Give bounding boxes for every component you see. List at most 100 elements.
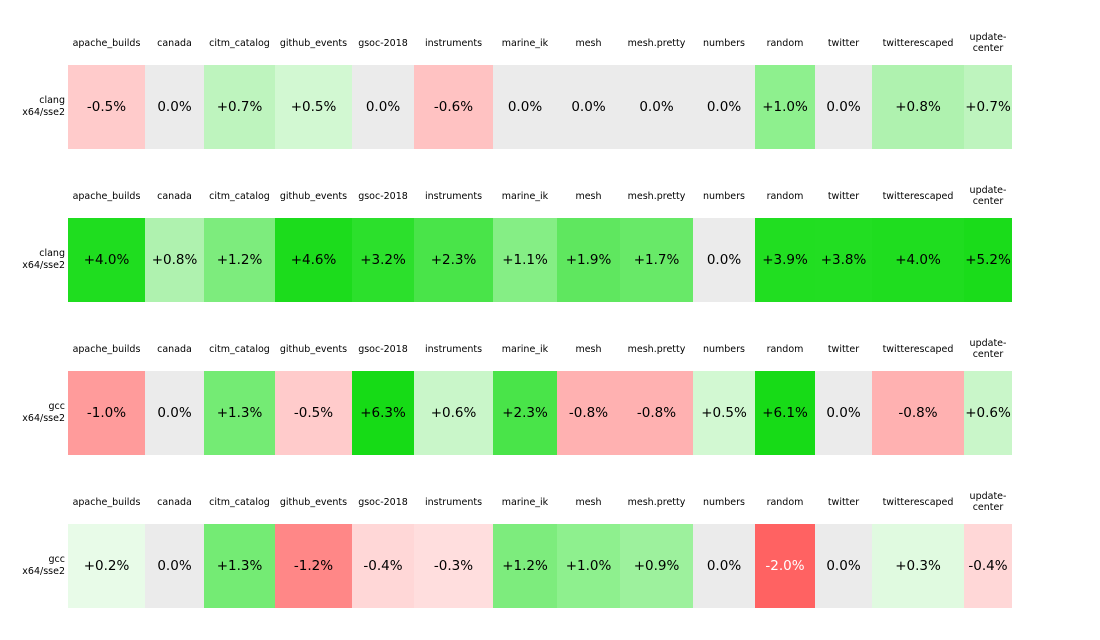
column-header: canada xyxy=(157,496,192,508)
heatmap-group: apache_builds canada citm_catalog github_ev… xyxy=(0,23,1100,149)
column-header-row: apache_builds canada citm_catalog github_ev… xyxy=(0,176,1100,218)
heatmap-cell: +0.7% xyxy=(204,65,275,149)
heatmap-cell: 0.0% xyxy=(145,371,204,455)
heatmap-cell: +0.5% xyxy=(275,65,352,149)
column-header: marine_ik xyxy=(501,496,549,508)
heatmap-cell: 0.0% xyxy=(352,65,414,149)
column-header: twitterescaped xyxy=(882,37,954,49)
column-header: update-center xyxy=(969,338,1007,360)
heatmap-cell: +0.8% xyxy=(145,218,204,302)
heatmap-cell: +6.3% xyxy=(352,371,414,455)
heatmap-cell: -0.6% xyxy=(414,65,493,149)
column-header: numbers xyxy=(702,343,746,355)
heatmap-cell: +1.3% xyxy=(204,371,275,455)
row-label-line: gcc xyxy=(48,553,65,565)
heatmap-group: apache_builds canada citm_catalog github_ev… xyxy=(0,329,1100,455)
heatmap-cell: +1.0% xyxy=(557,524,620,608)
row-label-line: clang xyxy=(39,94,65,106)
row-label: clang x64/sse2 xyxy=(0,218,68,302)
column-header: marine_ik xyxy=(501,37,549,49)
heatmap-cell: 0.0% xyxy=(557,65,620,149)
row-label-line: clang xyxy=(39,247,65,259)
column-header: instruments xyxy=(424,343,483,355)
heatmap-cell: +4.6% xyxy=(275,218,352,302)
column-header-row: apache_builds canada citm_catalog github_ev… xyxy=(0,482,1100,524)
column-header-row: apache_builds canada citm_catalog github_ev… xyxy=(0,329,1100,371)
column-header: canada xyxy=(157,190,192,202)
column-header: marine_ik xyxy=(501,343,549,355)
column-header: twitterescaped xyxy=(882,343,954,355)
heatmap-cell: 0.0% xyxy=(693,65,755,149)
column-header: mesh.pretty xyxy=(627,496,686,508)
column-header: gsoc-2018 xyxy=(358,496,408,508)
column-header: twitterescaped xyxy=(882,496,954,508)
benchmark-heatmap: apache_builds canada citm_catalog github_ev… xyxy=(0,23,1100,608)
heatmap-cell: +1.0% xyxy=(755,65,815,149)
column-header: apache_builds xyxy=(72,343,141,355)
heatmap-cell: +0.3% xyxy=(872,524,964,608)
row-label: gcc x64/sse2 xyxy=(0,371,68,455)
column-header: canada xyxy=(157,343,192,355)
row-label-line: x64/sse2 xyxy=(22,413,65,424)
column-header: mesh.pretty xyxy=(627,190,686,202)
column-header: citm_catalog xyxy=(209,496,270,508)
heatmap-cell: -0.5% xyxy=(275,371,352,455)
column-header: apache_builds xyxy=(72,190,141,202)
heatmap-cell: +2.3% xyxy=(414,218,493,302)
column-header: citm_catalog xyxy=(209,190,270,202)
heatmap-cell: +3.2% xyxy=(352,218,414,302)
heatmap-cell: 0.0% xyxy=(493,65,557,149)
heatmap-cell: -1.0% xyxy=(68,371,145,455)
heatmap-cell: +4.0% xyxy=(68,218,145,302)
column-header: numbers xyxy=(702,37,746,49)
heatmap-cell: +0.7% xyxy=(964,65,1012,149)
column-header: instruments xyxy=(424,496,483,508)
heatmap-cell: +2.3% xyxy=(493,371,557,455)
heatmap-cell: 0.0% xyxy=(145,524,204,608)
heatmap-cell: -0.8% xyxy=(557,371,620,455)
heatmap-group: apache_builds canada citm_catalog github_ev… xyxy=(0,482,1100,608)
column-header: random xyxy=(766,496,804,508)
column-header: mesh xyxy=(575,496,602,508)
row-label-line: x64/sse2 xyxy=(22,260,65,271)
column-header: github_events xyxy=(279,343,348,355)
heatmap-cell: +0.6% xyxy=(964,371,1012,455)
heatmap-cell: +6.1% xyxy=(755,371,815,455)
heatmap-row: clang x64/sse2 -0.5% 0.0% +0.7% +0.5% 0.0% -0.6… xyxy=(0,65,1100,149)
heatmap-cell: 0.0% xyxy=(815,371,872,455)
column-header: apache_builds xyxy=(72,496,141,508)
heatmap-cell: +1.7% xyxy=(620,218,693,302)
column-header: mesh.pretty xyxy=(627,343,686,355)
heatmap-cell: 0.0% xyxy=(815,65,872,149)
column-header: random xyxy=(766,37,804,49)
column-header: github_events xyxy=(279,496,348,508)
column-header: mesh xyxy=(575,37,602,49)
row-label-line: gcc xyxy=(48,400,65,412)
column-header: mesh xyxy=(575,190,602,202)
heatmap-cell: +1.2% xyxy=(204,218,275,302)
row-label: gcc x64/sse2 xyxy=(0,524,68,608)
heatmap-cell: +0.2% xyxy=(68,524,145,608)
column-header-row: apache_builds canada citm_catalog github_ev… xyxy=(0,23,1100,65)
column-header: citm_catalog xyxy=(209,343,270,355)
heatmap-cell: +3.8% xyxy=(815,218,872,302)
column-header: update-center xyxy=(969,491,1007,513)
column-header: twitter xyxy=(827,343,860,355)
heatmap-cell: 0.0% xyxy=(693,218,755,302)
column-header: random xyxy=(766,343,804,355)
column-header: gsoc-2018 xyxy=(358,37,408,49)
column-header: numbers xyxy=(702,190,746,202)
heatmap-cell: +3.9% xyxy=(755,218,815,302)
heatmap-cell: -1.2% xyxy=(275,524,352,608)
column-header: marine_ik xyxy=(501,190,549,202)
heatmap-cell: -0.5% xyxy=(68,65,145,149)
row-label: clang x64/sse2 xyxy=(0,65,68,149)
heatmap-group: apache_builds canada citm_catalog github_ev… xyxy=(0,176,1100,302)
heatmap-cell: 0.0% xyxy=(815,524,872,608)
row-label-line: x64/sse2 xyxy=(22,566,65,577)
heatmap-cell: +1.2% xyxy=(493,524,557,608)
heatmap-cell: 0.0% xyxy=(620,65,693,149)
heatmap-cell: 0.0% xyxy=(693,524,755,608)
heatmap-cell: +1.1% xyxy=(493,218,557,302)
column-header: twitter xyxy=(827,37,860,49)
